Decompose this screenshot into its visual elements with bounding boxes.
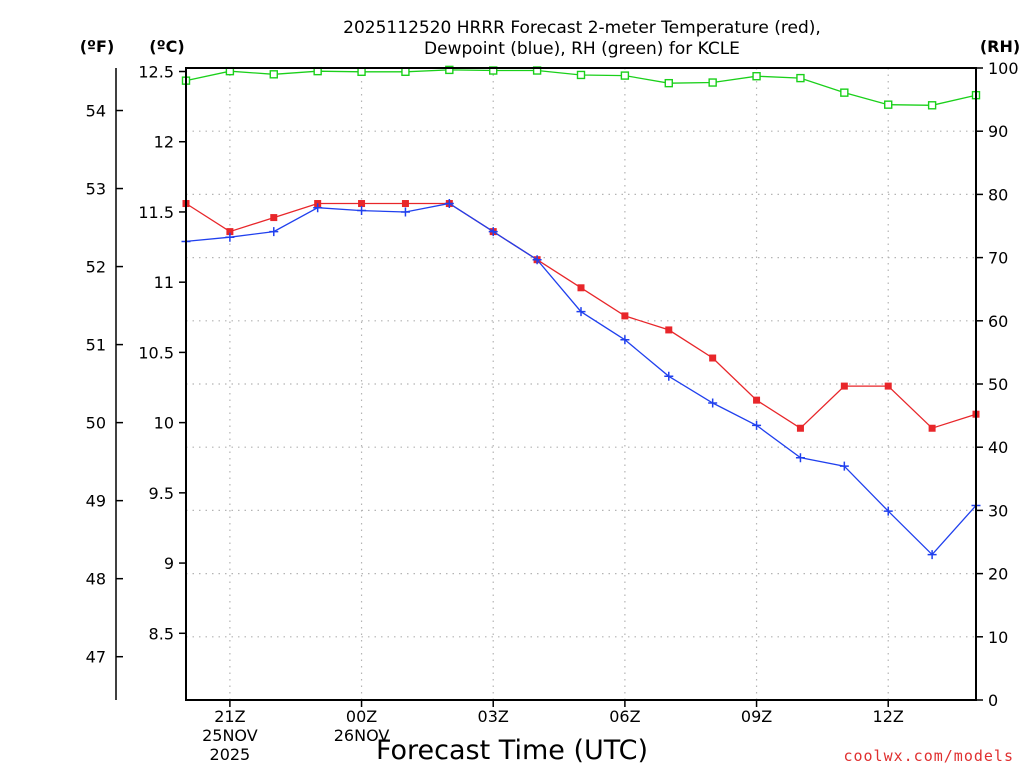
data-point (884, 100, 893, 109)
data-point (444, 199, 454, 209)
fahrenheit-tick-label: 54 (86, 102, 106, 121)
grid-lines (186, 68, 976, 700)
plot-frame (185, 67, 977, 701)
data-point (357, 206, 367, 216)
x-tick-label: 2025 (210, 745, 251, 764)
data-point (401, 67, 410, 76)
fahrenheit-tick-label: 48 (86, 570, 106, 589)
data-point (664, 78, 673, 88)
x-tick-label: 25NOV (202, 726, 258, 745)
x-tick-label: 00Z (346, 707, 377, 726)
rh-unit-label: (RH) (980, 37, 1020, 56)
credit-text: coolwx.com/models (843, 747, 1014, 765)
data-point (576, 70, 586, 80)
x-axis-title: Forecast Time (UTC) (376, 735, 648, 766)
rh-tick-label: 20 (988, 565, 1008, 584)
x-tick-label: 03Z (478, 707, 509, 726)
data-point (576, 307, 586, 317)
data-point (708, 398, 718, 408)
data-point (664, 371, 674, 381)
data-point (927, 101, 937, 110)
data-point (445, 65, 454, 75)
rh-tick-label: 90 (988, 122, 1008, 141)
data-point (884, 382, 892, 390)
fahrenheit-tick-label: 49 (86, 492, 106, 511)
data-point (883, 506, 893, 516)
x-tick-label: 09Z (741, 707, 772, 726)
celsius-tick-label: 8.5 (149, 624, 174, 643)
data-point (620, 71, 630, 80)
data-point (752, 72, 761, 81)
fahrenheit-tick-label: 51 (86, 336, 106, 355)
celsius-tick-label: 10.5 (138, 343, 174, 362)
data-point (269, 70, 278, 79)
data-point (357, 67, 366, 76)
data-point (795, 453, 805, 463)
celsius-tick-label: 11.5 (138, 203, 174, 222)
data-point (709, 354, 717, 362)
series-dewpoint (181, 199, 981, 560)
x-tick-label: 21Z (214, 707, 245, 726)
data-point (577, 284, 585, 292)
data-point (840, 382, 848, 390)
data-point (665, 326, 673, 334)
data-point (401, 200, 409, 208)
data-point (927, 550, 937, 560)
data-point (928, 424, 936, 432)
data-point (839, 461, 849, 471)
data-point (358, 200, 366, 208)
data-point (752, 420, 762, 430)
rh-tick-label: 50 (988, 375, 1008, 394)
rh-tick-label: 30 (988, 501, 1008, 520)
x-tick-label: 06Z (609, 707, 640, 726)
data-point (270, 214, 278, 222)
rh-tick-label: 80 (988, 185, 1008, 204)
rh-tick-label: 40 (988, 438, 1008, 457)
data-point (226, 228, 234, 236)
chart-title-line1: 2025112520 HRRR Forecast 2-meter Tempera… (343, 18, 821, 38)
fahrenheit-tick-label: 52 (86, 258, 106, 277)
celsius-tick-label: 9.5 (149, 484, 174, 503)
x-tick-label: 26NOV (334, 726, 390, 745)
data-point (532, 255, 542, 265)
celsius-tick-label: 11 (154, 273, 174, 292)
data-point (753, 396, 761, 404)
rh-tick-label: 60 (988, 312, 1008, 331)
fahrenheit-tick-label: 53 (86, 180, 106, 199)
data-point (621, 312, 629, 320)
data-point (313, 203, 323, 213)
rh-tick-label: 0 (988, 691, 998, 710)
fahrenheit-tick-label: 47 (86, 648, 106, 667)
data-point (269, 227, 279, 237)
rh-tick-label: 10 (988, 628, 1008, 647)
celsius-tick-label: 12 (154, 133, 174, 152)
data-point (400, 207, 410, 217)
data-point (796, 424, 804, 432)
celsius-tick-label: 12.5 (138, 63, 174, 82)
chart-title-line2: Dewpoint (blue), RH (green) for KCLE (424, 39, 740, 59)
data-point (620, 335, 630, 345)
x-tick-label: 12Z (873, 707, 904, 726)
data-point (796, 73, 805, 83)
rh-tick-label: 70 (988, 249, 1008, 268)
data-point (488, 227, 498, 237)
celsius-tick-label: 10 (154, 414, 174, 433)
rh-tick-label: 100 (988, 59, 1019, 78)
data-point (225, 232, 235, 242)
fahrenheit-unit-label: (ºF) (80, 37, 115, 56)
fahrenheit-tick-label: 50 (86, 414, 106, 433)
celsius-unit-label: (ºC) (149, 37, 184, 56)
celsius-tick-label: 9 (164, 554, 174, 573)
data-point (708, 78, 717, 87)
data-point (840, 88, 849, 97)
